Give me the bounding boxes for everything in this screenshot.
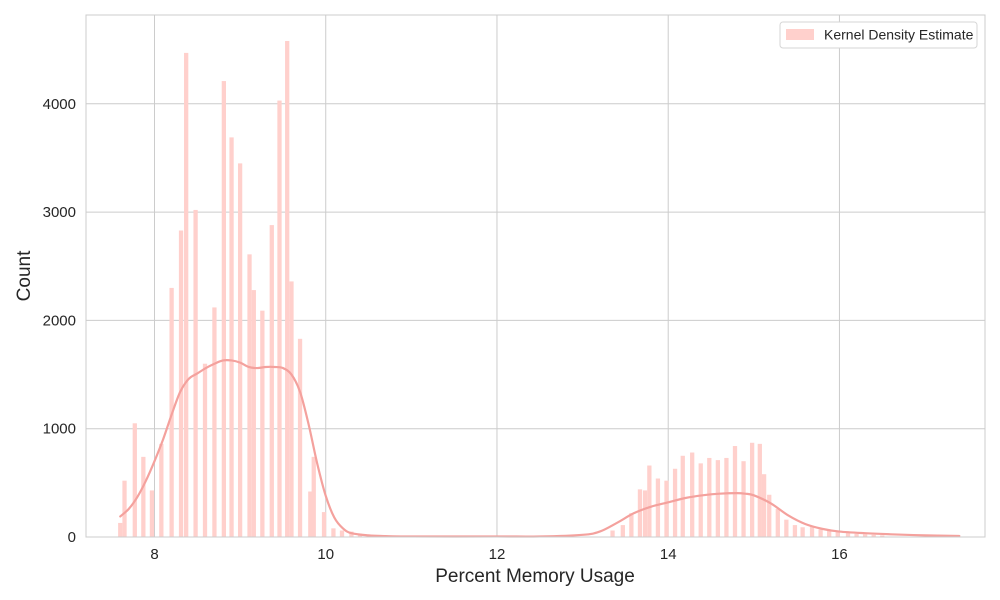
histogram-bar xyxy=(331,528,336,537)
histogram-bar xyxy=(715,460,721,537)
histogram-bar xyxy=(800,527,805,537)
histogram-bar xyxy=(122,480,127,537)
plot-background xyxy=(86,15,985,537)
y-axis-label: Count xyxy=(14,250,35,301)
histogram-bar xyxy=(672,468,678,537)
histogram-bar xyxy=(202,363,208,537)
y-tick-label: 1000 xyxy=(43,421,76,438)
histogram-bars xyxy=(118,40,885,538)
histogram-bar xyxy=(680,455,685,537)
histogram-bar xyxy=(784,519,789,537)
x-axis-label: Percent Memory Usage xyxy=(435,566,635,587)
histogram-bar xyxy=(285,40,290,538)
plot-frame xyxy=(85,14,986,538)
legend-swatch xyxy=(786,29,814,40)
histogram-bar xyxy=(664,480,669,537)
histogram-bar xyxy=(118,522,123,537)
histogram-bar xyxy=(792,525,798,537)
histogram-bar xyxy=(637,489,643,537)
y-tick-labels: 0 1000 2000 3000 4000 xyxy=(43,96,76,546)
histogram-bar xyxy=(862,534,868,537)
histogram-bar xyxy=(339,530,345,537)
histogram-bar xyxy=(880,535,885,537)
x-tick-labels: 8 10 12 14 16 xyxy=(150,546,847,563)
histogram-bar xyxy=(308,491,313,537)
x-tick-label: 12 xyxy=(489,546,506,563)
histogram-bar xyxy=(818,529,823,537)
x-tick-label: 14 xyxy=(660,546,677,563)
histogram-bar xyxy=(749,442,755,537)
histogram-bar xyxy=(854,533,859,537)
histogram-bar xyxy=(871,534,876,537)
histogram-bar xyxy=(237,163,243,537)
x-tick-label: 10 xyxy=(317,546,334,563)
histogram-bar xyxy=(221,81,226,537)
histogram-bar xyxy=(610,530,615,537)
histogram-bar xyxy=(247,254,252,537)
histogram-bar xyxy=(132,423,137,537)
histogram-bar xyxy=(845,532,851,537)
histogram-bar xyxy=(184,52,189,538)
histogram-bar xyxy=(647,465,652,537)
histogram-bar xyxy=(311,456,316,537)
histogram-bar xyxy=(620,525,625,537)
x-tick-label: 16 xyxy=(831,546,848,563)
y-tick-label: 0 xyxy=(68,529,76,546)
histogram-bar xyxy=(277,100,282,537)
histogram-bar xyxy=(251,290,256,537)
y-tick-label: 3000 xyxy=(43,204,76,221)
histogram-bar xyxy=(229,137,234,537)
histogram-bar xyxy=(297,338,303,537)
histogram-bar xyxy=(698,463,703,537)
histogram-bar xyxy=(269,225,274,537)
histogram-bar xyxy=(629,513,634,537)
histogram-bar xyxy=(741,461,746,537)
histogram-bar xyxy=(321,512,327,537)
histogram-bar xyxy=(835,531,840,537)
legend-box xyxy=(779,21,978,49)
histogram-bar xyxy=(289,281,294,537)
histogram-bar xyxy=(732,446,738,537)
histogram-bar xyxy=(149,490,155,537)
histogram-bar xyxy=(761,474,767,537)
histogram-bar xyxy=(141,456,146,537)
histogram-bar xyxy=(707,457,712,537)
histogram-bar xyxy=(767,494,772,537)
x-tick-label: 8 xyxy=(150,546,158,563)
legend-label: Kernel Density Estimate xyxy=(824,27,974,43)
histogram-bar xyxy=(827,530,832,537)
histogram-bar xyxy=(212,307,217,537)
histogram-bar xyxy=(260,310,265,537)
y-tick-label: 4000 xyxy=(43,96,76,113)
histogram-bar xyxy=(159,443,164,537)
y-tick-label: 2000 xyxy=(43,312,76,329)
histogram-bar xyxy=(724,457,729,537)
histogram-bar xyxy=(809,526,815,537)
histogram-bar xyxy=(690,452,695,537)
histogram-bar xyxy=(642,490,648,537)
histogram-bar xyxy=(757,443,762,537)
histogram-bar xyxy=(775,508,780,537)
legend: Kernel Density Estimate xyxy=(779,21,978,49)
kde-line xyxy=(119,359,961,538)
histogram-bar xyxy=(178,230,184,537)
histogram-bar xyxy=(655,478,661,537)
